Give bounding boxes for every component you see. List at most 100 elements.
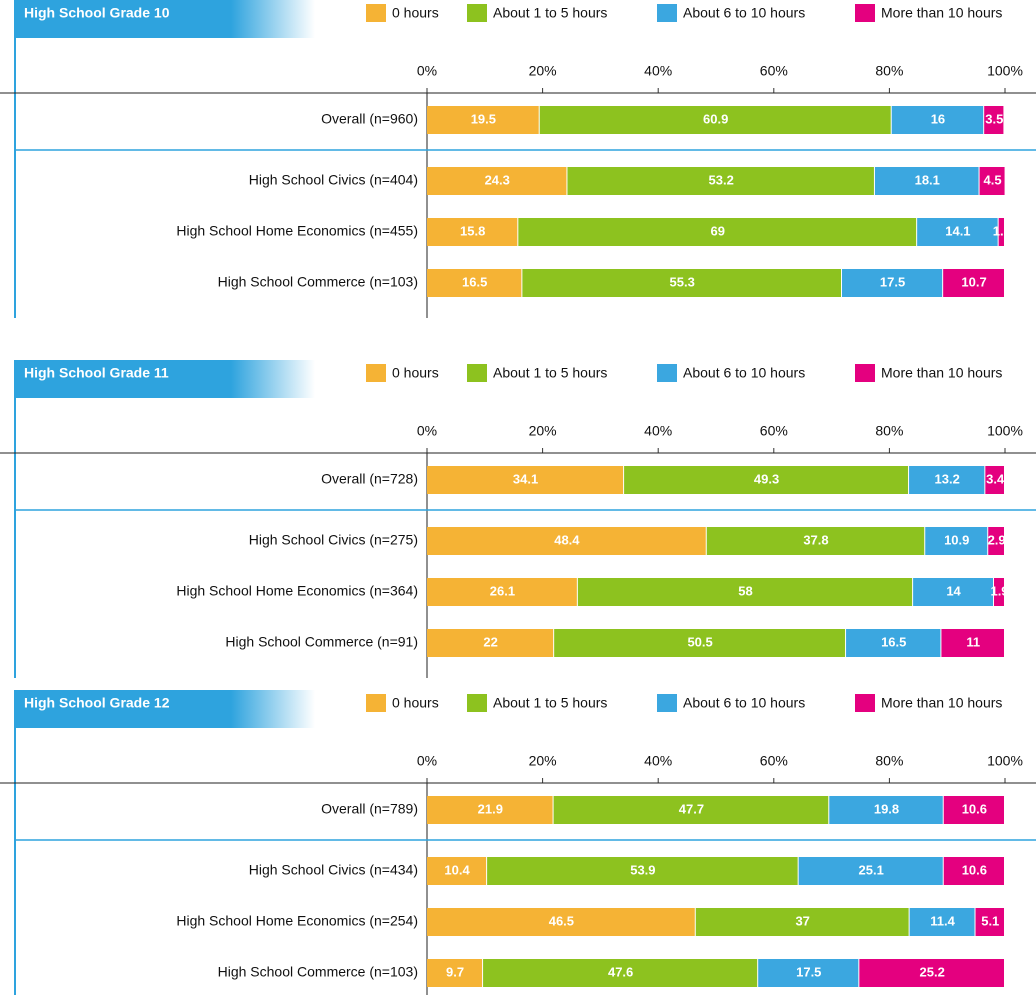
value-label: 47.7 [679, 801, 704, 816]
value-label: 2.9 [988, 532, 1006, 547]
x-tick-label: 0% [417, 423, 437, 439]
x-tick-label: 40% [644, 423, 672, 439]
bar-segment [427, 106, 539, 134]
bar-segment [909, 466, 985, 494]
category-label: High School Civics (n=275) [249, 532, 418, 548]
category-label: High School Civics (n=404) [249, 172, 418, 188]
value-label: 10.6 [962, 801, 987, 816]
bar-segment [427, 796, 553, 824]
x-tick-label: 100% [987, 63, 1023, 79]
value-label: 34.1 [513, 471, 538, 486]
bar-segment [979, 167, 1005, 195]
bar-segment [539, 106, 891, 134]
bar-segment [925, 527, 988, 555]
header-band [15, 690, 315, 728]
legend-label: About 1 to 5 hours [493, 695, 607, 711]
value-label: 11 [966, 634, 980, 649]
value-label: 47.6 [608, 964, 633, 979]
legend-label: About 1 to 5 hours [493, 365, 607, 381]
value-label: 69 [710, 223, 724, 238]
legend-label: About 6 to 10 hours [683, 365, 805, 381]
value-label: 50.5 [687, 634, 712, 649]
legend-swatch [467, 694, 487, 712]
legend-swatch [855, 364, 875, 382]
header-band [15, 360, 315, 398]
x-tick-label: 100% [987, 753, 1023, 769]
x-tick-label: 80% [875, 753, 903, 769]
legend-label: About 6 to 10 hours [683, 695, 805, 711]
bar-segment [891, 106, 984, 134]
category-label: High School Home Economics (n=364) [176, 583, 418, 599]
bar-segment [985, 466, 1004, 494]
bar-segment [483, 959, 758, 987]
bar-segment [427, 959, 483, 987]
value-label: 3.4 [986, 471, 1005, 486]
value-label: 26.1 [490, 583, 515, 598]
x-tick-label: 80% [875, 63, 903, 79]
bar-segment [859, 959, 1004, 987]
panel-title: High School Grade 11 [24, 365, 169, 381]
legend-label: More than 10 hours [881, 695, 1002, 711]
bar-segment [427, 167, 567, 195]
value-label: 48.4 [554, 532, 580, 547]
value-label: 4.5 [984, 172, 1002, 187]
bar-segment [624, 466, 909, 494]
value-label: 19.8 [874, 801, 899, 816]
value-label: 49.3 [754, 471, 779, 486]
bar-segment [975, 908, 1004, 936]
legend-label: More than 10 hours [881, 365, 1002, 381]
legend-swatch [657, 694, 677, 712]
value-label: 1.9 [990, 583, 1008, 598]
bar-segment [998, 218, 1004, 246]
bar-segment [577, 578, 913, 606]
category-label: High School Home Economics (n=455) [176, 223, 418, 239]
bar-segment [798, 857, 943, 885]
value-label: 22 [483, 634, 497, 649]
bar-segment [943, 269, 1004, 297]
legend-swatch [657, 364, 677, 382]
legend-swatch [366, 694, 386, 712]
value-label: 55.3 [670, 274, 695, 289]
legend-swatch [657, 4, 677, 22]
value-label: 16.5 [462, 274, 487, 289]
bar-segment [427, 218, 518, 246]
bar-segment [695, 908, 909, 936]
category-label: High School Home Economics (n=254) [176, 913, 418, 929]
value-label: 53.2 [709, 172, 734, 187]
value-label: 1.1 [993, 223, 1011, 238]
value-label: 58 [738, 583, 752, 598]
bar-segment [909, 908, 975, 936]
bar-segment [943, 796, 1004, 824]
x-tick-label: 40% [644, 753, 672, 769]
bar-segment [829, 796, 943, 824]
bar-segment [994, 578, 1004, 606]
value-label: 60.9 [703, 111, 728, 126]
legend-label: More than 10 hours [881, 5, 1002, 21]
bar-segment [427, 857, 487, 885]
value-label: 19.5 [471, 111, 496, 126]
value-label: 18.1 [915, 172, 940, 187]
bar-segment [913, 578, 994, 606]
legend-swatch [855, 694, 875, 712]
x-tick-label: 60% [760, 753, 788, 769]
value-label: 10.9 [944, 532, 969, 547]
bar-segment [943, 857, 1004, 885]
legend-swatch [467, 364, 487, 382]
category-label: Overall (n=960) [321, 111, 418, 127]
bar-segment [522, 269, 842, 297]
value-label: 14.1 [945, 223, 970, 238]
category-label: Overall (n=728) [321, 471, 418, 487]
value-label: 17.5 [796, 964, 821, 979]
panel-title: High School Grade 10 [24, 5, 170, 21]
value-label: 13.2 [935, 471, 960, 486]
legend-swatch [366, 4, 386, 22]
bar-segment [917, 218, 998, 246]
value-label: 10.6 [962, 862, 987, 877]
bar-segment [941, 629, 1004, 657]
bar-segment [518, 218, 917, 246]
x-tick-label: 20% [529, 753, 557, 769]
bar-segment [874, 167, 979, 195]
legend-label: 0 hours [392, 695, 439, 711]
value-label: 10.7 [961, 274, 986, 289]
